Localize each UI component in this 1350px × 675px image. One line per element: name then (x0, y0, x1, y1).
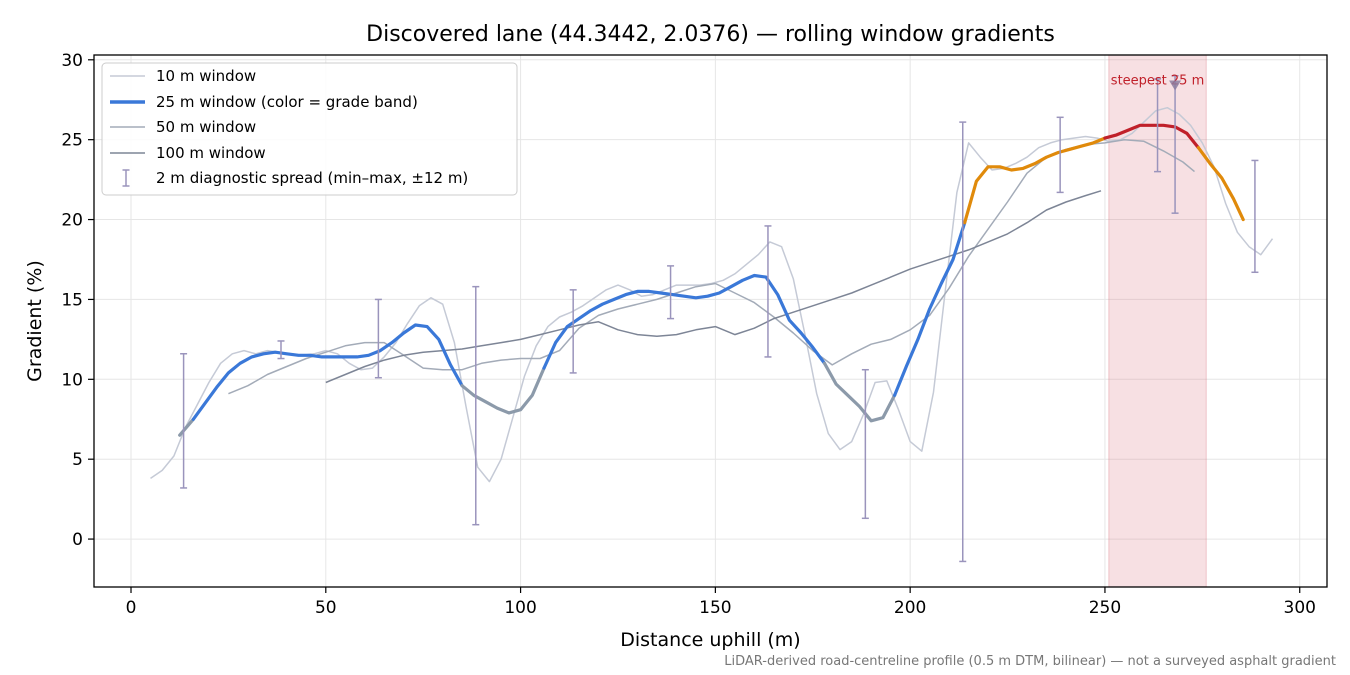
series-25m-segment-blue (191, 323, 464, 421)
series-25m-segment-blue (542, 273, 827, 370)
error-bar (861, 368, 869, 520)
chart-title: Discovered lane (44.3442, 2.0376) — roll… (366, 22, 1055, 47)
legend: 10 m window 25 m window (color = grade b… (101, 62, 518, 196)
series-line-3 (325, 190, 1102, 384)
x-axis-label: Distance uphill (m) (620, 629, 800, 651)
error-bar (569, 289, 577, 374)
steepest-annotation: steepest 25 m (1111, 74, 1204, 89)
series-layer (150, 106, 1274, 483)
error-bar (1056, 116, 1064, 194)
footnote: LiDAR-derived road-centreline profile (0… (724, 654, 1336, 669)
x-tick-label: 200 (894, 598, 926, 618)
legend-label-100m: 100 m window (156, 144, 266, 162)
tick-layer: 0 50 100 150 200 250 300 0 5 10 15 20 25 30 (61, 51, 1316, 618)
x-tick-label: 150 (699, 598, 731, 618)
legend-frame (101, 62, 518, 196)
x-tick-label: 100 (504, 598, 536, 618)
legend-label-10m: 10 m window (156, 67, 256, 85)
legend-swatch-errorbar (122, 169, 130, 187)
error-bar (277, 340, 285, 360)
y-axis-label: Gradient (%) (24, 260, 46, 382)
plot-frame (93, 54, 1328, 588)
error-bar (1171, 75, 1179, 214)
x-tick-label: 0 (126, 598, 137, 618)
series-25m-segment-orange (1196, 146, 1245, 222)
y-tick-label: 15 (61, 290, 83, 310)
y-tick-label: 5 (72, 450, 83, 470)
error-bar (472, 285, 480, 526)
error-bar (959, 121, 967, 563)
series-25m-segment-gray (822, 361, 897, 423)
series-25m-segment-gray (178, 417, 195, 437)
error-bar (1251, 159, 1259, 274)
x-tick-label: 50 (315, 598, 337, 618)
error-bar (180, 353, 188, 489)
x-tick-label: 250 (1089, 598, 1121, 618)
legend-label-errorbar: 2 m diagnostic spread (min–max, ±12 m) (156, 169, 468, 187)
error-bar (667, 265, 675, 320)
error-bar (764, 225, 772, 358)
error-bar (1154, 78, 1162, 173)
series-25m-segment-orange (963, 136, 1107, 225)
y-tick-label: 0 (72, 530, 83, 550)
series-25m-segment-blue (893, 221, 967, 397)
x-tick-label: 300 (1284, 598, 1316, 618)
y-tick-label: 20 (61, 211, 83, 231)
y-tick-label: 30 (61, 51, 83, 71)
errorbar-layer (180, 75, 1259, 563)
legend-label-50m: 50 m window (156, 118, 256, 136)
legend-label-25m: 25 m window (color = grade band) (156, 93, 418, 111)
y-tick-label: 25 (61, 131, 83, 151)
grid-layer (94, 55, 1327, 587)
steepest-marker-icon (1169, 80, 1182, 91)
y-tick-label: 10 (61, 370, 83, 390)
series-25m-segment-red (1103, 123, 1200, 150)
error-bar (374, 298, 382, 379)
